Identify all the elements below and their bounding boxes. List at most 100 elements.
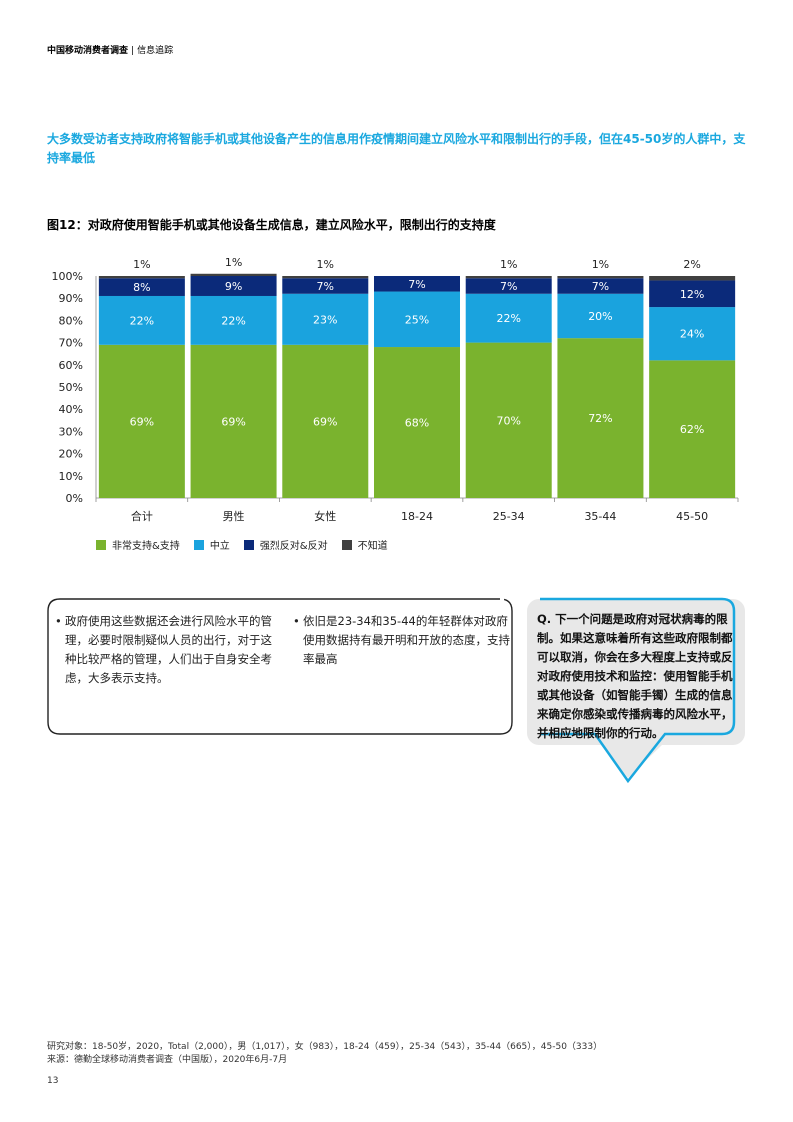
data-label: 69%	[313, 415, 337, 428]
x-tick-label: 35-44	[584, 510, 616, 523]
bar-segment	[98, 276, 185, 279]
footnote-sample: 研究对象：18-50岁，2020，Total（2,000），男（1,017），女…	[47, 1042, 603, 1052]
bar-segment	[649, 360, 736, 498]
page-header: 中国移动消费者调查 | 信息追踪	[47, 43, 173, 56]
header-subtitle: 信息追踪	[137, 46, 174, 56]
legend-swatch	[341, 539, 352, 550]
data-label: 20%	[588, 310, 612, 323]
data-label: 7%	[500, 280, 517, 293]
data-label: 22%	[130, 314, 154, 327]
data-label: 22%	[221, 314, 245, 327]
chart-legend: 非常支持&支持 中立 强烈反对&反对 不知道	[96, 537, 402, 552]
y-tick-label: 10%	[59, 470, 83, 483]
bar-segment	[649, 307, 736, 361]
data-label: 25%	[405, 313, 429, 326]
figure-title: 图12：对政府使用智能手机或其他设备生成信息，建立风险水平，限制出行的支持度	[47, 218, 496, 232]
bar-segment	[465, 278, 552, 294]
bar-segment	[465, 293, 552, 343]
question-callout-pointer	[600, 744, 663, 778]
x-tick-label: 女性	[314, 509, 336, 523]
bar-segment	[465, 276, 552, 279]
bar-segment	[557, 276, 644, 279]
data-label: 12%	[680, 288, 704, 301]
bar-segment	[282, 293, 369, 345]
legend-label: 强烈反对&反对	[259, 541, 328, 552]
headline: 大多数受访者支持政府将智能手机或其他设备产生的信息用作疫情期间建立风险水平和限制…	[47, 132, 746, 165]
bar-segment	[282, 344, 369, 498]
data-label: 8%	[133, 281, 150, 294]
data-label: 23%	[313, 313, 337, 326]
legend-item: 强烈反对&反对	[243, 537, 328, 552]
survey-question: Q. 下一个问题是政府对冠状病毒的限制。如果这意味着所有这些政府限制都可以取消，…	[537, 612, 733, 740]
legend-item: 不知道	[341, 537, 388, 552]
bar-segment	[190, 273, 277, 276]
bar-segment	[557, 293, 644, 339]
data-label: 69%	[221, 415, 245, 428]
legend-swatch	[243, 539, 254, 550]
data-label: 69%	[130, 415, 154, 428]
right-bubble-text: • 依旧是23-34和35-44的年轻群体对政府使用数据持有最开明和开放的态度，…	[293, 612, 515, 669]
y-tick-label: 50%	[59, 381, 83, 394]
data-label: 62%	[680, 423, 704, 436]
data-label: 1%	[500, 258, 517, 271]
legend-swatch	[193, 539, 204, 550]
x-tick-label: 18-24	[401, 510, 433, 523]
y-tick-label: 90%	[59, 292, 83, 305]
legend-item: 中立	[193, 537, 230, 552]
x-tick-label: 25-34	[493, 510, 525, 523]
data-label: 2%	[683, 258, 700, 271]
y-tick-label: 70%	[59, 337, 83, 350]
stacked-bar-chart: 0% 10% 20% 30% 40% 50% 60% 70% 80% 90% 100% 69% 22% 8…	[52, 256, 739, 523]
footnote-source: 来源：德勤全球移动消费者调查（中国版），2020年6月-7月	[47, 1055, 288, 1065]
bar-segment	[649, 276, 736, 281]
y-tick-label: 0%	[66, 492, 83, 505]
y-tick-label: 40%	[59, 403, 83, 416]
x-tick-label: 男性	[223, 509, 245, 523]
data-label: 9%	[225, 280, 242, 293]
data-label: 1%	[133, 258, 150, 271]
right-bubble-content: 依旧是23-34和35-44的年轻群体对政府使用数据持有最开明和开放的态度，支持…	[303, 614, 510, 666]
bar-segment	[190, 344, 277, 498]
bar-segment	[282, 278, 369, 294]
legend-label: 不知道	[357, 541, 388, 552]
legend-item: 非常支持&支持	[96, 537, 180, 552]
bar-segment	[374, 347, 460, 498]
bar-segment	[98, 278, 185, 296]
legend-swatch	[96, 539, 106, 550]
bar-segment	[649, 280, 736, 308]
data-label: 1%	[317, 258, 334, 271]
data-label: 24%	[680, 328, 704, 341]
data-label: 7%	[592, 280, 609, 293]
left-bubble-content: 政府使用这些数据还会进行风险水平的管理，必要时限制疑似人员的出行，对于这种比较严…	[65, 614, 272, 685]
bar-segment	[282, 276, 369, 279]
header-title: 中国移动消费者调查	[47, 46, 129, 56]
footnote: 研究对象：18-50岁，2020，Total（2,000），男（1,017），女…	[47, 1041, 602, 1067]
x-tick-label: 合计	[131, 509, 153, 523]
bar-segment	[557, 338, 644, 498]
bar-segment	[190, 276, 277, 296]
data-label: 68%	[405, 417, 429, 430]
bar-segment	[374, 291, 460, 348]
header-separator: |	[131, 46, 135, 56]
data-label: 22%	[496, 312, 520, 325]
bar-segment	[98, 344, 185, 498]
bar-segment	[190, 295, 277, 345]
question-callout-frame	[540, 597, 736, 784]
data-label: 1%	[592, 258, 609, 271]
page-number: 13	[47, 1076, 59, 1086]
data-label: 7%	[317, 280, 334, 293]
x-tick-label: 45-50	[676, 510, 708, 523]
bar-segment	[374, 276, 460, 292]
data-label: 70%	[496, 414, 520, 427]
data-label: 7%	[408, 278, 425, 291]
legend-label: 非常支持&支持	[112, 541, 180, 552]
bar-segment	[465, 342, 552, 498]
y-tick-label: 30%	[59, 425, 83, 438]
y-tick-label: 80%	[59, 314, 83, 327]
y-tick-label: 60%	[59, 359, 83, 372]
bar-segment	[557, 278, 644, 294]
data-label: 72%	[588, 412, 612, 425]
left-bubble-text: • 政府使用这些数据还会进行风险水平的管理，必要时限制疑似人员的出行，对于这种比…	[55, 612, 280, 688]
data-label: 1%	[225, 256, 242, 269]
